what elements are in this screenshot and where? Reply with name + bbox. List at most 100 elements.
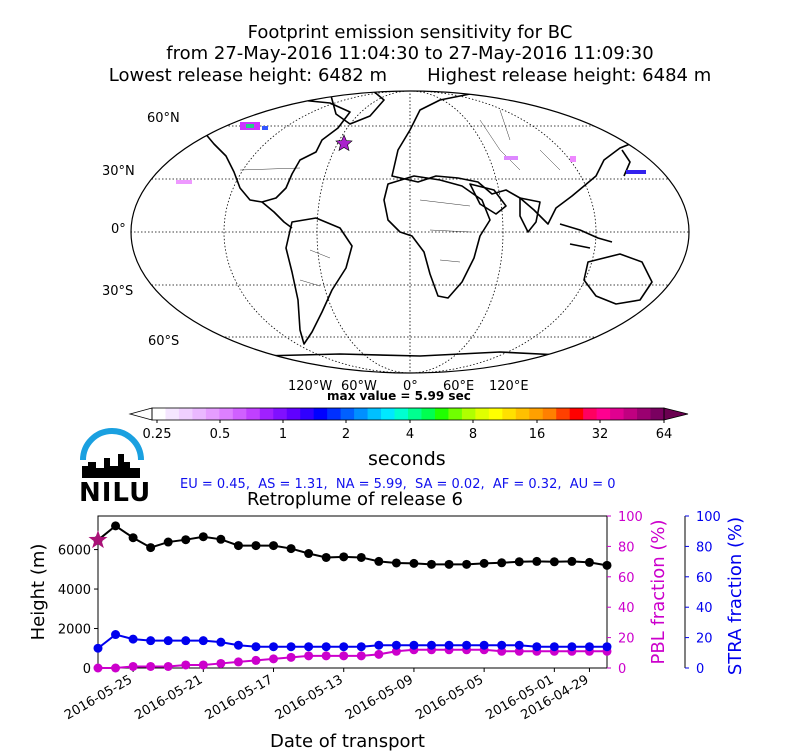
series-point-pbl [339, 651, 349, 661]
series-point-height [514, 557, 524, 567]
colorbar-segment [502, 408, 517, 420]
greenland [329, 91, 385, 125]
colorbar-segment [569, 408, 584, 420]
series-point-stra [444, 640, 454, 650]
series-point-height [602, 560, 612, 570]
colorbar-segment [529, 408, 544, 420]
y-tick-label: 4000 [58, 583, 91, 598]
series-point-stra [198, 636, 208, 646]
colorbar-segment [259, 408, 274, 420]
series-point-pbl [356, 651, 366, 661]
blob-asia2 [504, 156, 518, 160]
colorbar-segment [421, 408, 436, 420]
colorbar-segment [542, 408, 557, 420]
colorbar-tick-label: 0.5 [210, 427, 231, 442]
colorbar-segment [178, 408, 193, 420]
plot-title-line1: Footprint emission sensitivity for BC [247, 22, 573, 43]
pbl-tick-label: 60 [618, 571, 635, 586]
colorbar-segment [152, 408, 166, 420]
pbl-axis-label: PBL fraction (%) [648, 520, 669, 665]
colorbar-tick-label: 2 [342, 427, 350, 442]
lat-label-30s: 30°S [102, 284, 133, 299]
india [519, 197, 541, 233]
colorbar-segment [246, 408, 261, 420]
series-point-stra [567, 642, 577, 652]
series-point-stra [216, 637, 226, 647]
series-point-height [497, 558, 507, 568]
series-point-stra [514, 640, 524, 650]
series-point-pbl [163, 661, 173, 671]
pbl-tick-label: 0 [618, 662, 626, 677]
indonesia [559, 223, 613, 249]
series-point-stra [426, 640, 436, 650]
series-point-pbl [146, 661, 156, 671]
colorbar-segment [488, 408, 503, 420]
series-point-pbl [321, 651, 331, 661]
series-point-pbl [93, 663, 103, 673]
series-point-height [111, 521, 121, 531]
series-point-height [374, 556, 384, 566]
colorbar-segment [650, 408, 665, 420]
blob-na3 [262, 126, 268, 130]
colorbar-tick-label: 4 [406, 427, 414, 442]
stra-tick-label: 100 [696, 510, 721, 525]
chart-title: Retroplume of release 6 [247, 489, 463, 510]
series-point-stra [391, 640, 401, 650]
colorbar-tick-label: 32 [592, 427, 609, 442]
colorbar-segment [340, 408, 355, 420]
series-point-stra [602, 642, 612, 652]
series-point-stra [233, 640, 243, 650]
blob-asia1 [626, 170, 646, 174]
series-point-height [426, 559, 436, 569]
series-point-stra [339, 642, 349, 652]
central-america [261, 201, 293, 229]
series-point-height [532, 556, 542, 566]
colorbar-segment [313, 408, 328, 420]
arabia [469, 183, 507, 215]
colorbar-frame [151, 407, 665, 421]
y-tick-label: 6000 [58, 544, 91, 559]
lat-label-60n: 60°N [147, 111, 180, 126]
lat-label-60s: 60°S [148, 334, 179, 349]
series-line-height [97, 524, 608, 567]
colorbar-segment [367, 408, 382, 420]
series-point-stra [409, 640, 419, 650]
logo-arc [80, 428, 144, 461]
nilu-logo-icon [80, 428, 144, 478]
x-axis-label: Date of transport [270, 731, 425, 752]
colorbar-segment [219, 408, 234, 420]
blob-pacific [176, 180, 192, 184]
plot-frame [97, 515, 608, 669]
series-point-stra [93, 643, 103, 653]
colorbar-tick-label: 16 [529, 427, 546, 442]
release-point-star-icon [335, 134, 353, 152]
colorbar-segment [165, 408, 180, 420]
lon-label-0: 0° [403, 379, 418, 394]
colorbar-segment [273, 408, 288, 420]
series-point-height [549, 557, 559, 567]
series-point-height [304, 549, 314, 559]
x-tick-label: 2016-05-25 [62, 672, 135, 723]
y-axis-label: Height (m) [28, 544, 49, 641]
series-point-pbl [286, 652, 296, 662]
colorbar-segment [394, 408, 409, 420]
lon-label-120e: 120°E [489, 379, 529, 394]
series-point-stra [163, 636, 173, 646]
series-point-height [146, 543, 156, 553]
colorbar-segment [286, 408, 301, 420]
series-point-height [339, 552, 349, 562]
x-tick-label: 2016-05-17 [203, 672, 276, 723]
y-tick-label: 2000 [58, 623, 91, 638]
stra-tick-label: 60 [696, 571, 713, 586]
north-america [203, 99, 351, 203]
series-point-stra [269, 642, 279, 652]
series-point-stra [111, 630, 121, 640]
series-point-stra [462, 640, 472, 650]
x-tick-label: 2016-05-09 [343, 672, 416, 723]
sensitivity-field [176, 122, 646, 184]
series-point-height [321, 552, 331, 562]
pbl-tick-label: 20 [618, 632, 635, 647]
series-point-stra [549, 642, 559, 652]
source-fractions: EU = 0.45, AS = 1.31, NA = 5.99, SA = 0.… [180, 477, 616, 492]
pbl-tick-label: 100 [618, 510, 643, 525]
